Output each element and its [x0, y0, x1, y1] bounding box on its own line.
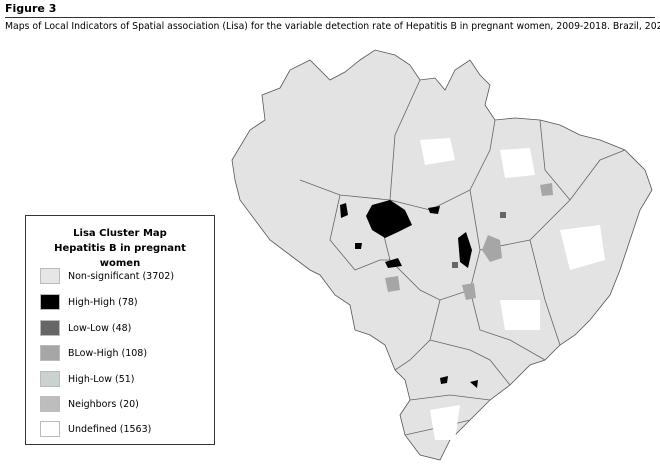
legend-entry: Undefined (1563) [40, 421, 151, 437]
legend-swatch [40, 371, 60, 387]
legend-label: Neighbors (20) [68, 398, 139, 410]
legend-label: BLow-High (108) [68, 347, 148, 359]
legend-entry: Non-significant (3702) [40, 268, 174, 284]
legend-entry: Neighbors (20) [40, 396, 139, 412]
country-outline [231, 49, 653, 461]
legend-entry: High-Low (51) [40, 371, 135, 387]
legend-swatch [40, 320, 60, 336]
legend-swatch [40, 345, 60, 361]
legend-entry: High-High (78) [40, 294, 138, 310]
legend-label: Non-significant (3702) [68, 270, 175, 282]
legend-entry: Low-Low (48) [40, 320, 131, 336]
legend-swatch [40, 294, 60, 310]
legend-entry: BLow-High (108) [40, 345, 147, 361]
legend-label: High-Low (51) [68, 373, 135, 385]
legend-swatch [40, 396, 60, 412]
legend-swatch [40, 268, 60, 284]
legend-label: Low-Low (48) [68, 322, 132, 334]
legend-swatch [40, 421, 60, 437]
cluster-areas [340, 138, 605, 440]
legend: Lisa Cluster Map Hepatitis B in pregnant… [25, 215, 215, 445]
legend-label: High-High (78) [68, 296, 138, 308]
header-rule [5, 17, 655, 18]
legend-label: Undefined (1563) [68, 423, 152, 435]
figure-label: Figure 3 [5, 2, 57, 15]
legend-title: Lisa Cluster Map Hepatitis B in pregnant… [54, 228, 186, 269]
figure-caption: Maps of Local Indicators of Spatial asso… [5, 21, 660, 32]
